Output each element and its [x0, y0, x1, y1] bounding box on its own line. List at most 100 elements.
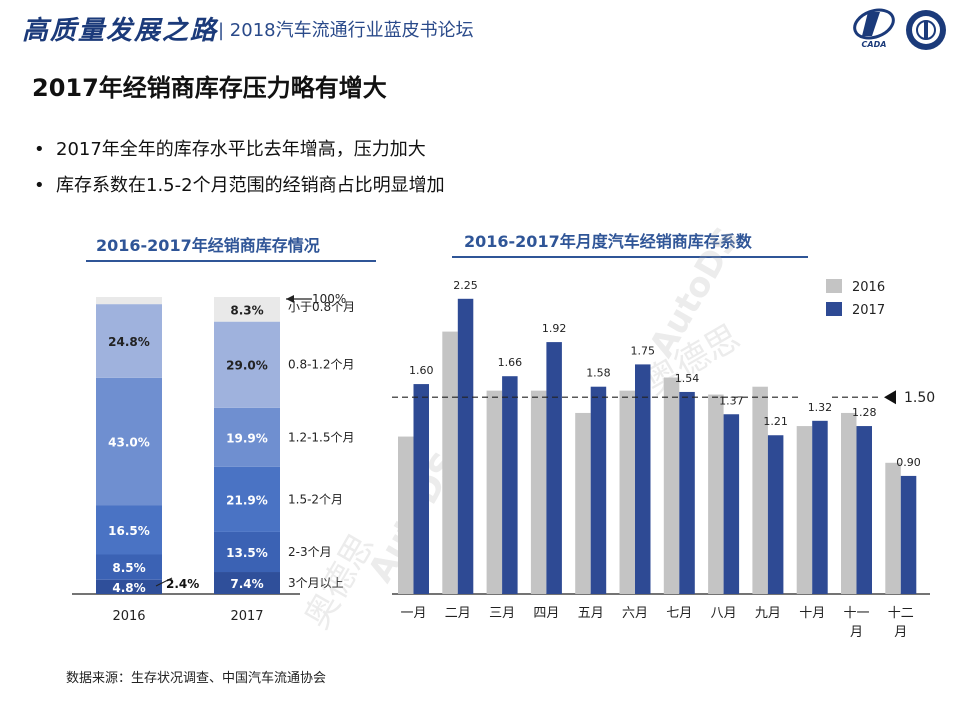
reference-label: 1.50: [904, 390, 935, 406]
bar-2017: [635, 364, 651, 594]
bar-2016: [841, 412, 857, 594]
stacked-chart-underline: [86, 260, 376, 262]
bar-value-label: 1.75: [631, 344, 656, 357]
stacked-segment: [96, 554, 162, 580]
bullet-text: 2017年全年的库存水平比去年增高，压力加大: [56, 139, 426, 160]
slogan: 高质量发展之路: [22, 16, 219, 46]
bar-2016: [398, 436, 414, 594]
monthly-chart-title: 2016-2017年月度汽车经销商库存系数: [464, 232, 752, 251]
stacked-chart-title: 2016-2017年经销商库存情况: [96, 236, 320, 255]
segment-label: 7.4%: [230, 577, 263, 591]
series-name-label: 2-3个月: [288, 545, 332, 559]
stacked-segment: [96, 377, 162, 506]
category-label: 四月: [533, 606, 559, 621]
extra-label: 2.4%: [166, 577, 199, 591]
category-label: 2017: [230, 609, 263, 624]
bar-value-label: 0.90: [896, 456, 921, 469]
data-source: 数据来源：生存状况调查、中国汽车流通协会: [66, 671, 327, 686]
monthly-chart-underline: [452, 256, 808, 258]
series-name-label: 1.5-2个月: [288, 492, 343, 506]
series-name-label: 1.2-1.5个月: [288, 430, 355, 444]
bar-value-label: 1.54: [675, 372, 700, 385]
bullet-text: 库存系数在1.5-2个月范围的经销商占比明显增加: [56, 175, 445, 196]
category-label: 一月: [400, 606, 426, 621]
bullet-dot-icon: •: [34, 139, 45, 160]
stacked-segment: [214, 572, 280, 594]
series-name-label: 0.8-1.2个月: [288, 358, 355, 372]
bar-2016: [885, 462, 901, 594]
slide-header: 高质量发展之路 | 2018汽车流通行业蓝皮书论坛 CADA: [0, 0, 960, 56]
bar-2017: [457, 298, 474, 594]
bar-2017: [812, 420, 828, 594]
bar-2017: [856, 426, 872, 594]
bar-2017: [546, 342, 562, 594]
bar-2016: [486, 390, 503, 594]
series-name-label: 3个月以上: [288, 576, 344, 590]
stacked-segment: [96, 579, 162, 594]
segment-label: 19.9%: [226, 431, 268, 445]
bar-value-label: 1.58: [586, 367, 611, 380]
segment-label: 29.0%: [226, 359, 268, 373]
series-name-label: 小于0.8个月: [288, 300, 355, 314]
category-label: 2016: [112, 609, 145, 624]
category-label: 十月: [799, 606, 825, 621]
forum-title: | 2018汽车流通行业蓝皮书论坛: [218, 20, 474, 41]
category-label: 五月: [578, 606, 604, 621]
segment-label: 16.5%: [108, 524, 150, 538]
seal-logo-icon: [906, 10, 946, 50]
bar-2016: [619, 390, 635, 594]
category-label: 二月: [445, 606, 471, 621]
stacked-segment: [96, 297, 162, 305]
bar-value-label: 1.92: [542, 322, 567, 335]
bar-2016: [708, 394, 724, 594]
segment-label: 24.8%: [108, 335, 150, 349]
watermark-chinese: 奥德思: [297, 527, 383, 635]
bar-value-label: 1.60: [409, 364, 434, 377]
category-label: 九月: [755, 606, 781, 621]
legend-label: 2017: [852, 303, 885, 318]
stacked-segment: [96, 304, 162, 378]
reference-arrow-icon: [884, 390, 896, 405]
stacked-segment: [214, 321, 280, 408]
segment-label: 8.5%: [112, 561, 145, 575]
category-label: 月: [894, 625, 907, 640]
category-label: 十一: [843, 606, 869, 621]
segment-label: 8.3%: [230, 303, 263, 317]
bar-2017: [413, 384, 429, 594]
bar-2017: [502, 376, 518, 594]
segment-label: 4.8%: [112, 581, 145, 595]
category-label: 七月: [666, 606, 692, 621]
stacked-segment: [214, 297, 280, 322]
bar-2016: [575, 412, 591, 594]
bar-2016: [442, 331, 458, 594]
bar-value-label: 2.25: [453, 279, 478, 292]
category-label: 十二: [888, 606, 914, 621]
category-label: 六月: [622, 606, 648, 621]
bar-2016: [752, 386, 768, 594]
bar-2017: [723, 414, 740, 594]
bar-value-label: 1.66: [498, 356, 523, 369]
category-label: 三月: [489, 606, 515, 621]
bar-value-label: 1.32: [808, 401, 833, 414]
category-label: 月: [850, 625, 863, 640]
bar-2017: [590, 386, 607, 594]
segment-label: 13.5%: [226, 546, 268, 560]
stacked-segment: [214, 466, 280, 532]
bar-value-label: 1.28: [852, 406, 877, 419]
bullet-dot-icon: •: [34, 175, 45, 196]
bar-2016: [663, 377, 680, 594]
stacked-segment: [214, 407, 280, 467]
bullet-list: • 2017年全年的库存水平比去年增高，压力加大 • 库存系数在1.5-2个月范围的…: [34, 132, 445, 204]
segment-label: 21.9%: [226, 493, 268, 507]
bullet-item: • 库存系数在1.5-2个月范围的经销商占比明显增加: [34, 168, 445, 204]
slide-title: 2017年经销商库存压力略有增大: [32, 74, 387, 102]
bullet-item: • 2017年全年的库存水平比去年增高，压力加大: [34, 132, 445, 168]
stacked-segment: [214, 531, 280, 573]
logo-text: CADA: [862, 40, 887, 49]
segment-label: 43.0%: [108, 436, 150, 450]
extra-label-leader: [155, 577, 173, 587]
bar-2017: [900, 475, 917, 594]
bar-2016: [796, 426, 813, 594]
